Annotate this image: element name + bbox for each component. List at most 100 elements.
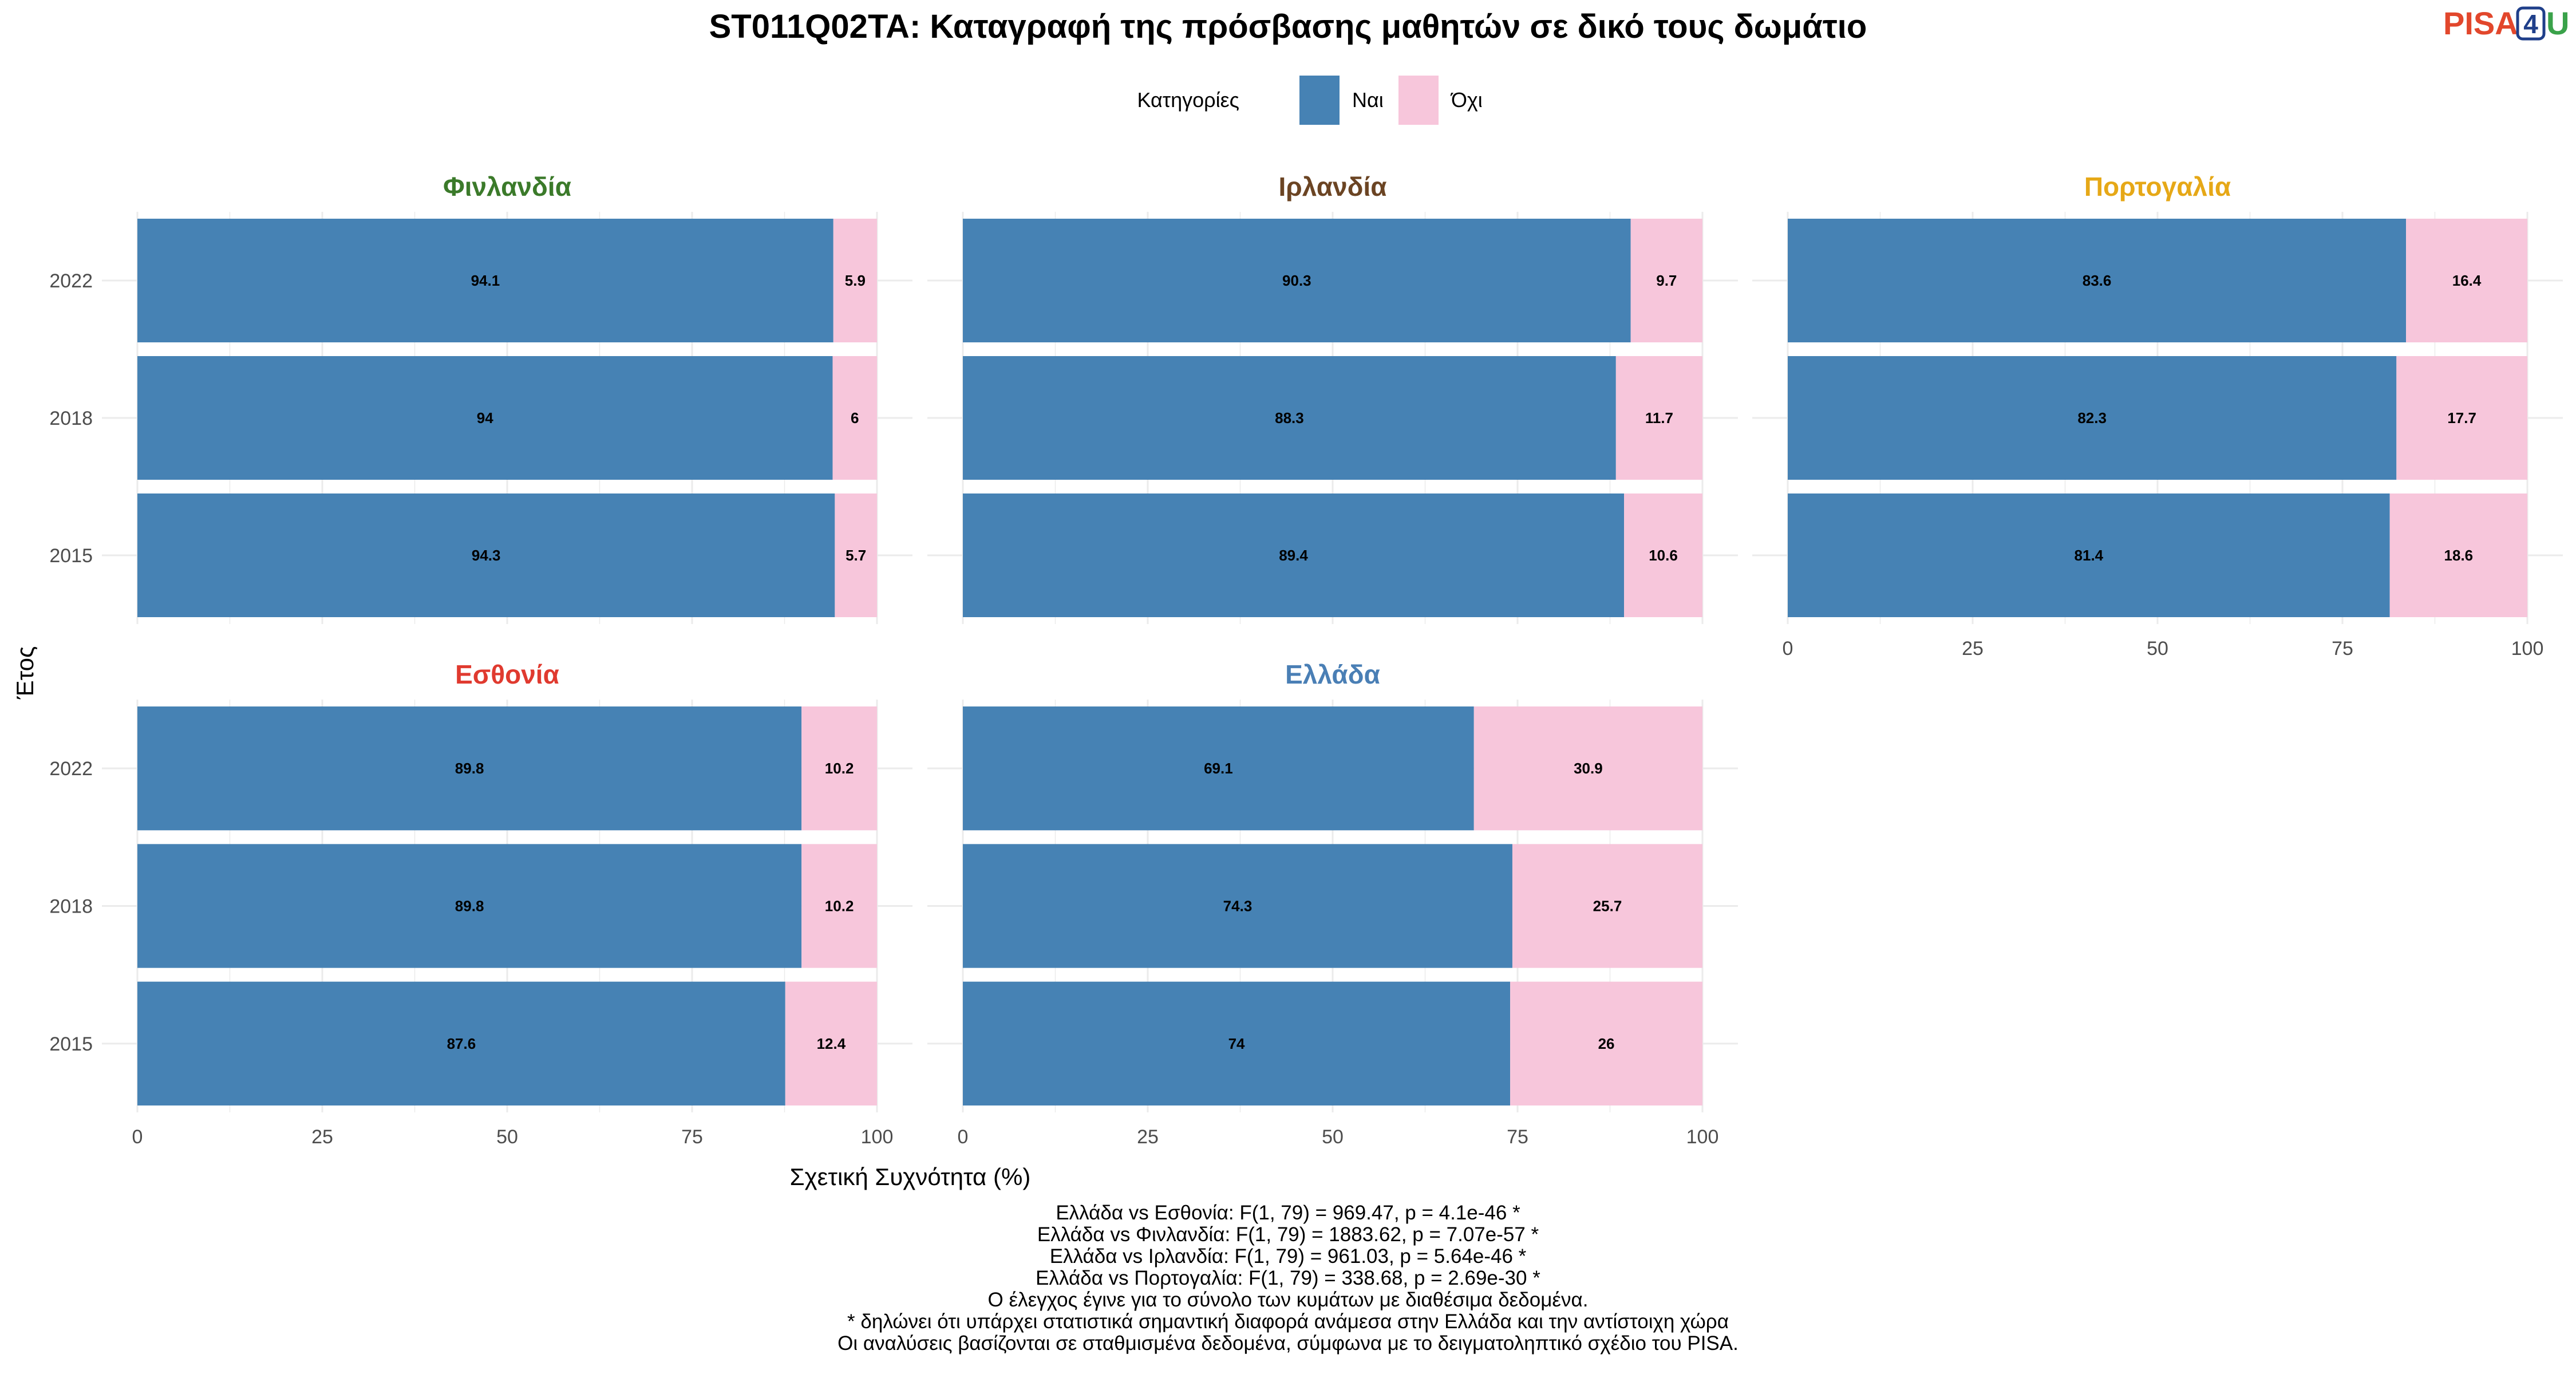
bar-value-label: 12.4	[817, 1035, 846, 1052]
bar-no	[1630, 219, 1702, 342]
panel-title: Εσθονία	[455, 660, 559, 689]
x-tick-label: 25	[311, 1126, 333, 1148]
bar-yes	[963, 219, 1631, 342]
x-tick-label: 75	[1507, 1126, 1528, 1148]
bar-value-label: 10.2	[825, 898, 854, 915]
bar-yes	[1788, 219, 2407, 342]
legend-no-label: Όχι	[1450, 88, 1483, 112]
x-tick-label: 25	[1137, 1126, 1159, 1148]
y-tick-label: 2015	[49, 1033, 93, 1055]
x-tick-label: 50	[2147, 638, 2168, 660]
legend-title: Κατηγορίες	[1137, 88, 1239, 112]
bar-value-label: 25.7	[1593, 898, 1622, 915]
bar-value-label: 89.4	[1279, 547, 1308, 564]
panel-title: Πορτογαλία	[2084, 172, 2231, 202]
panel-title: Φινλανδία	[443, 172, 571, 202]
chart-title: ST011Q02TA: Καταγραφή της πρόσβασης μαθη…	[709, 8, 1867, 45]
facet-panel: 83.6 16.4 82.3 17.7 81.4 18.6 Πορτογαλία 0 25 50 7…	[1752, 172, 2563, 660]
bar-no	[835, 493, 877, 617]
bar-value-label: 81.4	[2075, 547, 2104, 564]
bar-no	[833, 219, 877, 342]
bar-value-label: 9.7	[1656, 272, 1677, 289]
y-axis-title: Έτος	[11, 646, 38, 700]
bar-value-label: 11.7	[1645, 409, 1673, 427]
bar-value-label: 74	[1228, 1035, 1245, 1052]
facet-panel: 2022 2018 2015 89.8 10.2 89.8 10.2 87.6 12.4 Εσθο…	[49, 660, 912, 1148]
notes: Ελλάδα vs Εσθονία: F(1, 79) = 969.47, p …	[837, 1202, 1739, 1355]
bar-no	[785, 981, 877, 1105]
note-line: Οι αναλύσεις βασίζονται σε σταθμισμένα δ…	[837, 1332, 1739, 1355]
bar-value-label: 88.3	[1275, 409, 1304, 427]
x-tick-label: 0	[1783, 638, 1793, 660]
bar-value-label: 90.3	[1282, 272, 1311, 289]
bar-no	[832, 356, 877, 480]
bar-value-label: 82.3	[2077, 409, 2107, 427]
logo-four-box	[2516, 6, 2546, 41]
panel-title: Ιρλανδία	[1278, 172, 1386, 202]
facet-panels: 2022 2018 2015 94.1 5.9 94 6 94.3 5.7 Φινλανδία 90…	[49, 172, 2563, 1148]
y-tick-label: 2022	[49, 758, 93, 780]
bar-yes	[137, 219, 833, 342]
bar-no	[1510, 981, 1702, 1105]
bar-no	[2406, 219, 2527, 342]
note-line: Ο έλεγχος έγινε για το σύνολο των κυμάτω…	[988, 1289, 1589, 1311]
logo: PISA 4 U	[2443, 5, 2569, 41]
bar-yes	[137, 493, 835, 617]
bar-value-label: 69.1	[1204, 760, 1233, 777]
y-tick-label: 2018	[49, 408, 93, 429]
bar-value-label: 83.6	[2083, 272, 2112, 289]
bar-value-label: 30.9	[1574, 760, 1603, 777]
x-tick-label: 100	[861, 1126, 894, 1148]
bar-value-label: 6	[851, 409, 859, 427]
logo-u-text: U	[2546, 5, 2569, 41]
y-tick-label: 2018	[49, 896, 93, 918]
bar-value-label: 94.1	[471, 272, 500, 289]
bar-value-label: 17.7	[2447, 409, 2476, 427]
bar-value-label: 94.3	[472, 547, 501, 564]
y-tick-label: 2015	[49, 545, 93, 567]
x-tick-label: 50	[496, 1126, 518, 1148]
legend-no-swatch	[1398, 76, 1439, 125]
x-tick-label: 50	[1322, 1126, 1344, 1148]
bar-yes	[963, 493, 1625, 617]
note-line: Ελλάδα vs Φινλανδία: F(1, 79) = 1883.62,…	[1037, 1223, 1539, 1246]
x-tick-label: 75	[2332, 638, 2353, 660]
bar-no	[801, 844, 877, 968]
bar-value-label: 18.6	[2444, 547, 2474, 564]
note-line: Ελλάδα vs Πορτογαλία: F(1, 79) = 338.68,…	[1036, 1267, 1540, 1289]
panel-title: Ελλάδα	[1285, 660, 1380, 689]
x-tick-label: 75	[681, 1126, 703, 1148]
note-line: * δηλώνει ότι υπάρχει στατιστικά σημαντι…	[847, 1310, 1729, 1333]
facet-panel: 69.1 30.9 74.3 25.7 74 26 Ελλάδα 0 25 50 75 100	[927, 660, 1738, 1148]
bar-yes	[137, 706, 802, 831]
legend: Κατηγορίες Ναι Όχι	[1137, 76, 1483, 125]
bar-value-label: 5.9	[845, 272, 866, 289]
bar-yes	[963, 981, 1511, 1105]
y-tick-label: 2022	[49, 270, 93, 292]
bar-value-label: 26	[1598, 1035, 1615, 1052]
bar-yes	[137, 356, 833, 480]
bar-value-label: 10.2	[825, 760, 854, 777]
bar-no	[1473, 706, 1702, 831]
bar-yes	[137, 844, 802, 968]
bar-yes	[963, 844, 1512, 968]
note-line: Ελλάδα vs Ιρλανδία: F(1, 79) = 961.03, p…	[1050, 1245, 1527, 1268]
bar-yes	[137, 981, 785, 1105]
x-tick-label: 100	[2511, 638, 2544, 660]
x-tick-label: 0	[958, 1126, 969, 1148]
bar-no	[2396, 356, 2527, 480]
legend-yes-swatch	[1299, 76, 1340, 125]
bar-value-label: 89.8	[455, 760, 484, 777]
bar-value-label: 10.6	[1649, 547, 1678, 564]
bar-yes	[1788, 356, 2397, 480]
bar-no	[801, 706, 877, 831]
bar-value-label: 74.3	[1223, 898, 1253, 915]
x-tick-label: 0	[132, 1126, 143, 1148]
bar-no	[2389, 493, 2527, 617]
facet-panel: 90.3 9.7 88.3 11.7 89.4 10.6 Ιρλανδία	[927, 172, 1738, 624]
bar-value-label: 94	[477, 409, 493, 427]
bar-value-label: 89.8	[455, 898, 484, 915]
logo-four-text: 4	[2523, 9, 2538, 39]
bar-value-label: 87.6	[447, 1035, 476, 1052]
